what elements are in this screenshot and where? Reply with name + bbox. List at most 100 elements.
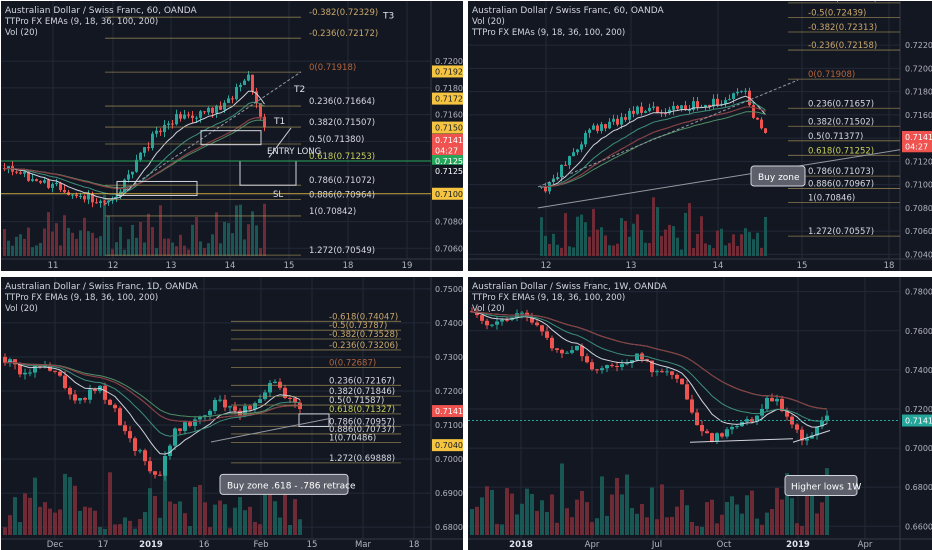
- candle-body: [173, 428, 177, 446]
- candle-body: [715, 433, 719, 442]
- candle-body: [685, 384, 689, 400]
- ema-line: [471, 311, 828, 428]
- volume-bar: [708, 244, 711, 256]
- buy-zone-box: [219, 473, 349, 495]
- fib-level-label: 0.5(0.71587): [329, 396, 384, 406]
- fib-level-label: -0.618(0.72564): [808, 1, 877, 4]
- candle-body: [158, 474, 162, 476]
- candle-body: [612, 118, 615, 122]
- volume-bar: [495, 523, 499, 535]
- candle-body: [103, 385, 107, 400]
- volume-bar: [612, 245, 615, 256]
- chart-3-svg[interactable]: -0.618(0.74047)-0.5(0.73787)-0.382(0.735…: [1, 277, 463, 550]
- ema-line: [541, 95, 766, 188]
- volume-bar: [263, 481, 267, 535]
- volume-bar: [805, 491, 809, 535]
- volume-bar: [51, 231, 54, 256]
- candle-body: [235, 86, 238, 100]
- volume-bar: [604, 235, 607, 256]
- candle-body: [259, 103, 262, 117]
- candle-body: [215, 105, 218, 113]
- candle-body: [255, 91, 258, 104]
- price-badge: [432, 155, 463, 168]
- volume-bar: [570, 517, 574, 535]
- volume-bar: [247, 224, 250, 256]
- volume-bar: [640, 504, 644, 535]
- volume-bar: [87, 231, 90, 256]
- price-badge: [432, 134, 463, 147]
- price-badge-label: 0.71008: [435, 190, 463, 199]
- ema-line: [4, 117, 265, 190]
- candle-body: [73, 394, 77, 401]
- candle-body: [765, 397, 769, 409]
- candle-body: [191, 115, 194, 118]
- price-badge: [902, 130, 932, 143]
- volume-bar: [620, 218, 623, 256]
- candle-body: [31, 179, 34, 181]
- volume-bar: [555, 522, 559, 535]
- volume-bar: [596, 229, 599, 256]
- candle-body: [88, 389, 92, 400]
- volume-bar: [645, 517, 649, 535]
- volume-bar: [656, 207, 659, 256]
- volume-bar: [710, 499, 714, 535]
- stop-loss-label: SL: [273, 190, 283, 200]
- candle-body: [660, 371, 664, 373]
- price-badge-label: 04:27: [905, 142, 928, 151]
- chart-panel-2[interactable]: -0.618(0.72564) -0.5(0.72439) -0.382(0.723…: [468, 1, 932, 271]
- candle-body: [278, 381, 282, 388]
- volume-bar: [724, 245, 727, 256]
- fib-level-label: 1(0.70486): [329, 434, 376, 444]
- volume-bar: [158, 517, 162, 535]
- volume-bar: [39, 242, 42, 256]
- candle-body: [118, 408, 122, 426]
- candle-body: [692, 101, 695, 110]
- candle-body: [18, 364, 22, 375]
- candle-body: [243, 80, 246, 85]
- chart-1-svg[interactable]: -0.382(0.72329) -0.236(0.72172) 0(0.71918)…: [1, 1, 463, 271]
- candle-body: [53, 370, 57, 372]
- volume-bar: [584, 222, 587, 256]
- candle-body: [115, 196, 118, 199]
- indicator-label: TTPro FX EMAs (9, 18, 36, 100, 200): [471, 28, 625, 38]
- candle-body: [199, 111, 202, 118]
- candle-body: [55, 183, 58, 185]
- candle-body: [198, 416, 202, 420]
- chart-2-svg[interactable]: -0.618(0.72564) -0.5(0.72439) -0.382(0.723…: [468, 1, 932, 271]
- volume-bar: [147, 213, 150, 256]
- candle-body: [58, 371, 62, 376]
- chart-panel-1[interactable]: -0.382(0.72329) -0.236(0.72172) 0(0.71918)…: [1, 1, 463, 271]
- fib-level-label: 0.618(0.71327): [329, 405, 395, 415]
- volume-bar: [173, 503, 177, 535]
- trend-line: [104, 71, 302, 205]
- candle-body: [228, 406, 232, 408]
- candle-body: [167, 123, 170, 125]
- candle-body: [665, 371, 669, 373]
- time-axis-label: 12: [541, 261, 552, 271]
- candle-body: [227, 98, 230, 103]
- candle-body: [63, 375, 67, 388]
- time-axis-label: 14: [713, 261, 724, 271]
- time-axis-label: 11: [48, 261, 59, 271]
- volume-bar: [138, 519, 142, 535]
- candle-body: [580, 345, 584, 357]
- candle-body: [625, 363, 629, 365]
- volume-bar: [740, 234, 743, 256]
- volume-bar: [700, 216, 703, 256]
- candle-body: [178, 428, 182, 431]
- volume-bar: [58, 509, 62, 535]
- chart-panel-3[interactable]: -0.618(0.74047) -0.5(0.73787) -0.382(0.735…: [1, 277, 463, 550]
- fib-level-label: 0.5(0.71377): [808, 132, 863, 142]
- candle-body: [584, 132, 587, 145]
- candle-body: [258, 399, 262, 404]
- candle-body: [27, 171, 30, 181]
- candle-body: [13, 359, 17, 365]
- volume-bar: [259, 248, 262, 256]
- candle-body: [570, 350, 574, 353]
